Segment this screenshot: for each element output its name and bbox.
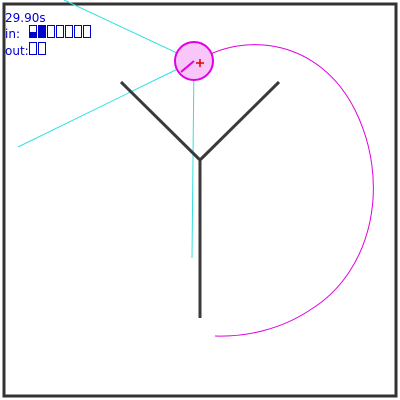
sensor-ray-2 (17, 60, 195, 148)
timer-readout: 29.90s (5, 11, 46, 25)
outputs-label: out: (5, 44, 29, 58)
output-sensor-bars (29, 42, 46, 55)
input-sensor-bars (29, 25, 91, 38)
input-sensor-cell-fill (30, 31, 36, 37)
sensor-ray-3 (191, 60, 195, 259)
ball-direction-indicator (180, 60, 195, 73)
sensor-ray-1 (63, 0, 195, 62)
input-sensor-cell-1 (29, 25, 37, 38)
output-sensor-cell-2 (38, 42, 46, 55)
input-sensor-cell-5 (65, 25, 73, 38)
ball-trail (195, 44, 374, 337)
input-sensor-cell-2 (38, 25, 46, 38)
body-right-arm (198, 80, 281, 162)
input-sensor-cell-4 (56, 25, 64, 38)
input-sensor-cell-7 (83, 25, 91, 38)
input-sensor-cell-6 (74, 25, 82, 38)
input-sensor-cell-3 (47, 25, 55, 38)
body-left-arm (119, 80, 202, 162)
inputs-label: in: (5, 27, 20, 41)
target-marker-icon (196, 59, 204, 67)
input-sensor-cell-fill (39, 26, 45, 37)
output-sensor-cell-1 (29, 42, 37, 55)
